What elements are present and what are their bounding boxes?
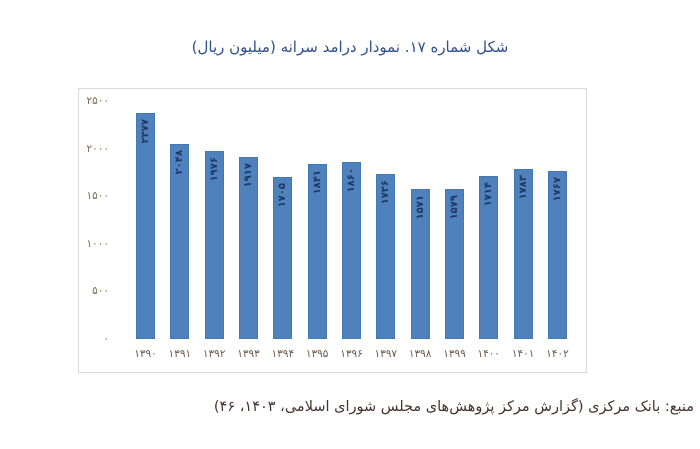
bar	[410, 189, 430, 339]
source-caption: منبع: بانک مرکزی (گزارش مرکز پژوهش‌های م…	[213, 399, 694, 415]
bar-value-label: ۱۹۷۶	[208, 156, 220, 182]
bar-value-label: ۱۸۴۱	[311, 169, 323, 195]
figure-title: شکل شماره ۱۷. نمودار درامد سرانه (میلیون…	[191, 38, 509, 56]
x-axis-tick-label: ۱۳۹۲	[202, 348, 226, 360]
bar	[136, 112, 155, 339]
x-axis-tick-label: ۱۴۰۰	[477, 348, 501, 360]
x-axis-tick-label: ۱۴۰۲	[546, 348, 569, 360]
bar-value-label: ۲۳۷۷	[140, 118, 151, 144]
bar-value-label: ۱۷۱۴	[483, 181, 495, 207]
bar	[273, 176, 293, 339]
bar	[444, 188, 464, 339]
y-axis-tick-label: ۱۰۰۰	[86, 237, 109, 250]
y-axis-tick-label: ۲۵۰۰	[86, 95, 109, 107]
bar	[513, 169, 533, 339]
bar-value-label: ۱۵۷۱	[414, 195, 426, 220]
bar	[547, 170, 567, 339]
bar	[341, 161, 361, 339]
bar-value-label: ۱۷۰۵	[277, 182, 289, 208]
bar	[170, 144, 190, 339]
y-axis-tick-label: ۲۰۰۰	[86, 142, 109, 155]
bar	[479, 175, 499, 339]
bar-value-label: ۱۸۶۰	[345, 167, 357, 193]
x-axis-tick-label: ۱۳۹۸	[408, 348, 432, 360]
x-axis-tick-label: ۱۳۹۱	[168, 348, 192, 360]
x-axis-tick-label: ۱۳۹۵	[305, 348, 329, 360]
bar	[238, 156, 258, 339]
bar-value-label: ۱۵۷۹	[448, 194, 460, 220]
bar-value-label: ۲۰۴۸	[174, 150, 186, 175]
bar-value-label: ۱۷۳۶	[380, 179, 392, 205]
bar	[204, 150, 224, 339]
bar-value-label: ۱۷۶۷	[551, 176, 563, 202]
x-axis-tick-label: ۱۳۹۳	[237, 348, 260, 360]
bar-value-label: ۱۹۱۷	[242, 162, 254, 187]
x-axis-tick-label: ۱۳۹۹	[443, 348, 466, 360]
y-axis-tick-label: ۱۵۰۰	[86, 190, 109, 203]
bar	[376, 173, 396, 339]
bar	[307, 163, 327, 339]
bar-chart: ۲۵۰۰ ۲۰۰۰ ۱۵۰۰ ۱۰۰۰ ۵۰۰ ۰ ۲۳۷۷ ۱۳۹۰ ۲۰۴۸ ۱۳۹۱ ۱۹۷۶…	[78, 88, 587, 373]
x-axis-tick-label: ۱۳۹۰	[134, 348, 157, 360]
x-axis-tick-label: ۱۳۹۴	[271, 348, 295, 360]
y-axis-tick-label: ۵۰۰	[92, 285, 109, 298]
bar-value-label: ۱۷۸۳	[517, 175, 529, 200]
y-axis-tick-label: ۰	[103, 333, 109, 345]
x-axis-tick-label: ۱۳۹۷	[374, 348, 398, 360]
x-axis-tick-label: ۱۴۰۱	[511, 348, 535, 360]
x-axis-tick-label: ۱۳۹۶	[340, 348, 363, 360]
